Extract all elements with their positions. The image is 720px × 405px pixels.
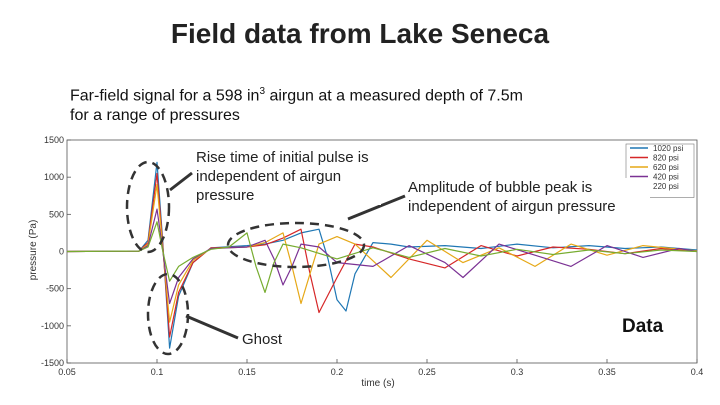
x-axis-label: time (s) xyxy=(361,378,394,389)
rise-arrow xyxy=(169,171,193,192)
y-tick-label: 0 xyxy=(59,247,64,257)
annotations xyxy=(125,160,406,356)
y-tick-label: 1500 xyxy=(44,135,64,145)
slide-title: Field data from Lake Seneca xyxy=(170,18,550,49)
subtitle-text-post: airgun at a measured depth of 7.5m for a… xyxy=(70,87,523,125)
ghost-arrow xyxy=(185,314,239,340)
legend-label: 620 psi xyxy=(653,163,679,172)
rise-time-note: Rise time of initial pulse is independen… xyxy=(196,148,381,205)
slide-subtitle: Far-field signal for a 598 in3 airgun at… xyxy=(70,82,530,126)
subtitle-superscript: 3 xyxy=(259,86,265,97)
legend-label: 820 psi xyxy=(653,154,679,163)
x-tick-label: 0.15 xyxy=(238,367,256,377)
x-tick-label: 0.3 xyxy=(511,367,524,377)
data-label: Data xyxy=(622,316,664,337)
y-tick-label: -500 xyxy=(46,284,64,294)
x-tick-label: 0.4 xyxy=(691,367,704,377)
legend-label: 420 psi xyxy=(653,173,679,182)
legend-label: 220 psi xyxy=(653,182,679,191)
x-tick-label: 0.2 xyxy=(331,367,344,377)
bubble-arrow xyxy=(347,194,406,221)
initial-pulse-ellipse xyxy=(125,160,171,254)
x-tick-label: 0.35 xyxy=(598,367,616,377)
bubble-peak-ellipse xyxy=(226,221,366,269)
y-tick-label: 1000 xyxy=(44,172,64,182)
y-tick-label: -1000 xyxy=(41,321,64,331)
x-tick-label: 0.05 xyxy=(58,367,76,377)
y-axis-label: pressure (Pa) xyxy=(28,220,39,281)
axis-ticks: 0.05 0.1 0.15 0.2 0.25 0.3 0.35 0.4 1500 1000 500 0… xyxy=(41,135,703,377)
ghost-note: Ghost xyxy=(242,330,283,349)
series-lines xyxy=(66,161,698,349)
series-line-220-psi xyxy=(66,221,698,293)
legend-label: 1020 psi xyxy=(653,144,683,153)
subtitle-text-pre: Far-field signal for a 598 in xyxy=(70,87,260,105)
bubble-amplitude-note: Amplitude of bubble peak is independent … xyxy=(408,178,650,216)
y-tick-label: -1500 xyxy=(41,358,64,368)
x-tick-label: 0.25 xyxy=(418,367,436,377)
series-line-420-psi xyxy=(66,208,698,305)
y-tick-label: 500 xyxy=(49,209,64,219)
x-tick-label: 0.1 xyxy=(151,367,164,377)
ghost-ellipse xyxy=(146,272,190,356)
